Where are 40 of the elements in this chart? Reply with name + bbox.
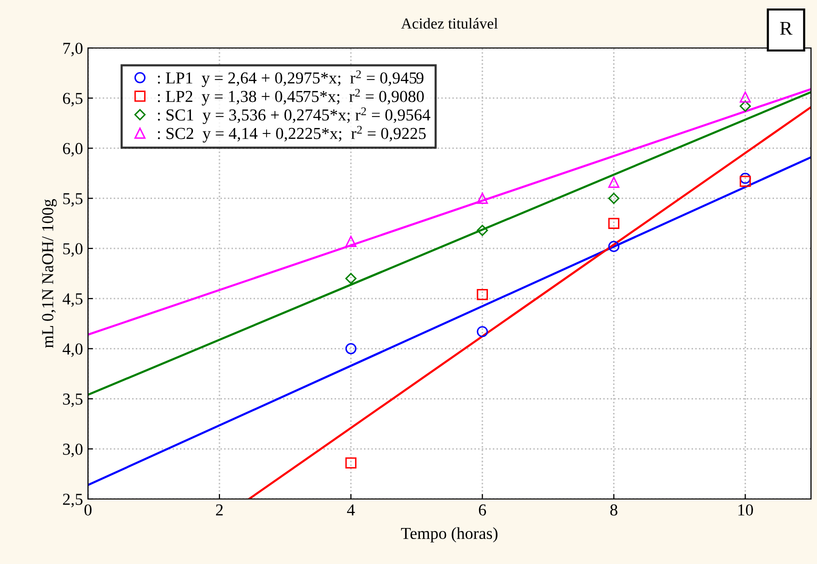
legend-label: : SC1 y = 3,536 + 0,2745*x; r$^{2}$ = 0,9564 [158,107,430,124]
point [740,92,751,103]
x-tick-label: 4 [347,504,355,516]
legend-label: : LP2 y = 1,38 + 0,4575*x; r$^{2}$ = 0,9080 [158,88,424,106]
text: R [780,22,792,35]
y-tick-label: 4,0 [62,343,83,358]
y-tick-label: 5,5 [63,193,82,207]
y-tick-label: 6,5 [63,92,82,106]
y-tick-label: 3,0 [63,444,83,458]
point [345,343,356,354]
x-tick-label: 6 [478,504,486,516]
y-axis-title: mL 0,1N NaOH/ 100g [42,199,57,348]
point [740,172,751,184]
point [740,100,751,112]
point [345,236,356,247]
point [476,326,488,338]
point [476,224,488,236]
point [476,288,488,300]
x-tick-label: 10 [738,504,753,516]
point [608,176,620,188]
y-tick-label: 7,0 [63,42,83,56]
point [345,272,357,284]
legend-label: : SC2 y = 4,14 + 0,2225*x; r$^{2}$ = 0,9225 [158,126,426,143]
y-tick-label: 2,5 [63,494,82,508]
x-axis-title: Tempo (horas) [401,527,498,542]
point [608,192,620,204]
point [740,176,751,187]
legend-label: : LP1 y = 2,64 + 0,2975*x; r$^{2}$ = 0,9459 [158,70,424,88]
y-tick-label: 5,0 [63,243,83,257]
chart-title: Acidez titulável [401,18,498,29]
point [608,218,620,229]
point [476,192,488,204]
point [608,240,620,252]
x-tick-label: 8 [610,504,618,516]
point [345,457,356,468]
y-tick-label: 6,0 [63,142,83,157]
y-tick-label: 4,5 [62,293,82,307]
x-tick-label: 2 [216,504,223,516]
x-tick-label: 0 [84,504,92,516]
y-tick-label: 3,5 [63,394,82,408]
